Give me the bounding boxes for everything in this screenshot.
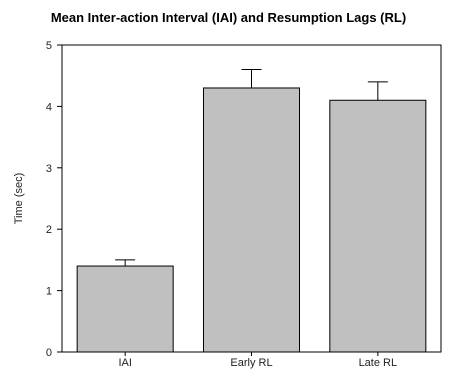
bar [329, 99, 427, 353]
x-tick-label: IAI [118, 357, 131, 369]
bar [202, 87, 301, 353]
y-tick-label: 4 [46, 101, 52, 113]
y-axis-label: Time (sec) [13, 173, 25, 225]
y-tick-label: 5 [46, 40, 52, 52]
y-tick-label: 1 [46, 286, 52, 298]
x-tick-label: Late RL [359, 357, 398, 369]
chart-title: Mean Inter-action Interval (IAI) and Res… [50, 10, 407, 25]
plot-area: 0 1 2 3 4 5 Time (sec) IAI Early RL Late RL [13, 40, 442, 369]
y-tick-label: 0 [46, 347, 52, 359]
bar [76, 265, 174, 353]
y-tick-label: 3 [46, 163, 52, 175]
y-tick-label: 2 [46, 224, 52, 236]
x-tick-label: Early RL [230, 357, 272, 369]
